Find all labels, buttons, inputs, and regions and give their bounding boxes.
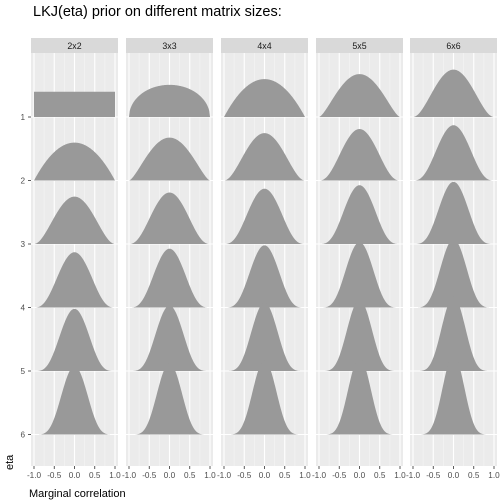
ridge-4x4-eta-6 [224,360,305,435]
ridge-4x4-eta-3 [224,188,305,244]
x-tick-label: 0.0 [354,471,366,480]
ridge-5x5-eta-2 [319,129,400,181]
ridge-3x3-eta-5 [129,305,210,371]
ridge-2x2-eta-2 [34,142,115,181]
facet-panel-2x2: 2x2 [31,38,118,466]
ridge-4x4-eta-1 [224,79,305,117]
ridge-5x5-eta-5 [319,299,400,371]
x-tick-label: 1.0 [488,471,500,480]
facet-strip [410,38,497,53]
y-tick-label: 3 [20,240,25,249]
ridge-3x3-eta-6 [129,363,210,435]
ridge-5x5-eta-1 [319,74,400,117]
facet-strip [126,38,213,53]
x-tick-label: -0.5 [237,471,252,480]
ridge-2x2-eta-4 [34,252,115,308]
ridge-3x3-eta-2 [129,137,210,181]
ridge-5x5-eta-3 [319,185,400,244]
x-axis-2x2: -1.0 -0.5 0.0 0.5 1.0 [27,466,121,480]
ridge-4x4-eta-5 [224,302,305,371]
ridge-6x6-eta-4 [413,239,494,308]
ridge-6x6-eta-5 [413,296,494,371]
y-tick-label: 4 [20,304,25,313]
x-tick-label: 0.0 [259,471,271,480]
x-tick-label: 0.0 [164,471,176,480]
x-tick-label: -1.0 [27,471,42,480]
ridge-5x5-eta-4 [319,242,400,308]
ridge-2x2-eta-3 [34,196,115,244]
y-tick-label: 2 [20,177,25,186]
x-tick-label: 0.5 [89,471,101,480]
facet-panel-5x5: 5x5 [316,38,403,466]
x-tick-label: -1.0 [312,471,327,480]
x-axes: -1.0 -0.5 0.0 0.5 1.0 -1.0 -0.5 0.0 0.5 1.0 -1.0 -0… [27,466,500,480]
x-tick-label: -0.5 [47,471,62,480]
facet-panel-6x6: 6x6 [410,38,497,466]
ridge-5x5-eta-6 [319,357,400,435]
x-tick-label: 1.0 [299,471,311,480]
facet-strip [31,38,118,53]
facet-strip-label: 4x4 [257,41,271,51]
x-tick-label: -1.0 [406,471,421,480]
ridge-4x4-eta-4 [224,245,305,308]
facet-panels: 2x2 3x3 4x4 5x5 6x6 [31,38,497,466]
x-tick-label: -0.5 [142,471,157,480]
ridge-2x2-eta-5 [34,308,115,371]
y-axis: 1 2 3 4 5 6 [20,113,31,440]
ridge-2x2-eta-6 [34,366,115,435]
x-axis-title: Marginal correlation [29,488,126,500]
facet-panel-3x3: 3x3 [126,38,213,466]
y-tick-label: 6 [20,431,25,440]
facet-strip-label: 3x3 [162,41,176,51]
ridge-6x6-eta-3 [413,181,494,244]
x-tick-label: 1.0 [204,471,216,480]
x-tick-label: -1.0 [122,471,137,480]
ridge-2x2-eta-1 [34,91,115,117]
y-axis-title: eta [4,454,16,470]
facet-strip [221,38,308,53]
ridge-4x4-eta-2 [224,133,305,181]
x-tick-label: 0.5 [184,471,196,480]
x-tick-label: 1.0 [394,471,406,480]
ridge-3x3-eta-1 [129,84,210,117]
y-tick-label: 1 [20,113,25,122]
x-tick-label: 0.5 [374,471,386,480]
x-axis-6x6: -1.0 -0.5 0.0 0.5 1.0 [406,466,500,480]
x-tick-label: -0.5 [332,471,347,480]
x-tick-label: 0.5 [279,471,291,480]
facet-strip [316,38,403,53]
x-tick-label: 0.0 [69,471,81,480]
x-axis-3x3: -1.0 -0.5 0.0 0.5 1.0 [122,466,216,480]
x-axis-5x5: -1.0 -0.5 0.0 0.5 1.0 [312,466,406,480]
facet-strip-label: 2x2 [67,41,81,51]
ridge-3x3-eta-3 [129,192,210,244]
ridge-3x3-eta-4 [129,248,210,308]
x-tick-label: 1.0 [109,471,121,480]
y-tick-label: 5 [20,367,25,376]
x-tick-label: 0.0 [448,471,460,480]
chart-title: LKJ(eta) prior on different matrix sizes… [33,4,282,20]
ridge-6x6-eta-6 [413,355,494,435]
facet-strip-label: 5x5 [352,41,366,51]
ridge-6x6-eta-1 [413,69,494,117]
x-tick-label: 0.5 [468,471,480,480]
x-tick-label: -1.0 [217,471,232,480]
x-tick-label: -0.5 [426,471,441,480]
facet-strip-label: 6x6 [446,41,460,51]
x-axis-4x4: -1.0 -0.5 0.0 0.5 1.0 [217,466,311,480]
facet-panel-4x4: 4x4 [221,38,308,466]
ridge-6x6-eta-2 [413,125,494,181]
